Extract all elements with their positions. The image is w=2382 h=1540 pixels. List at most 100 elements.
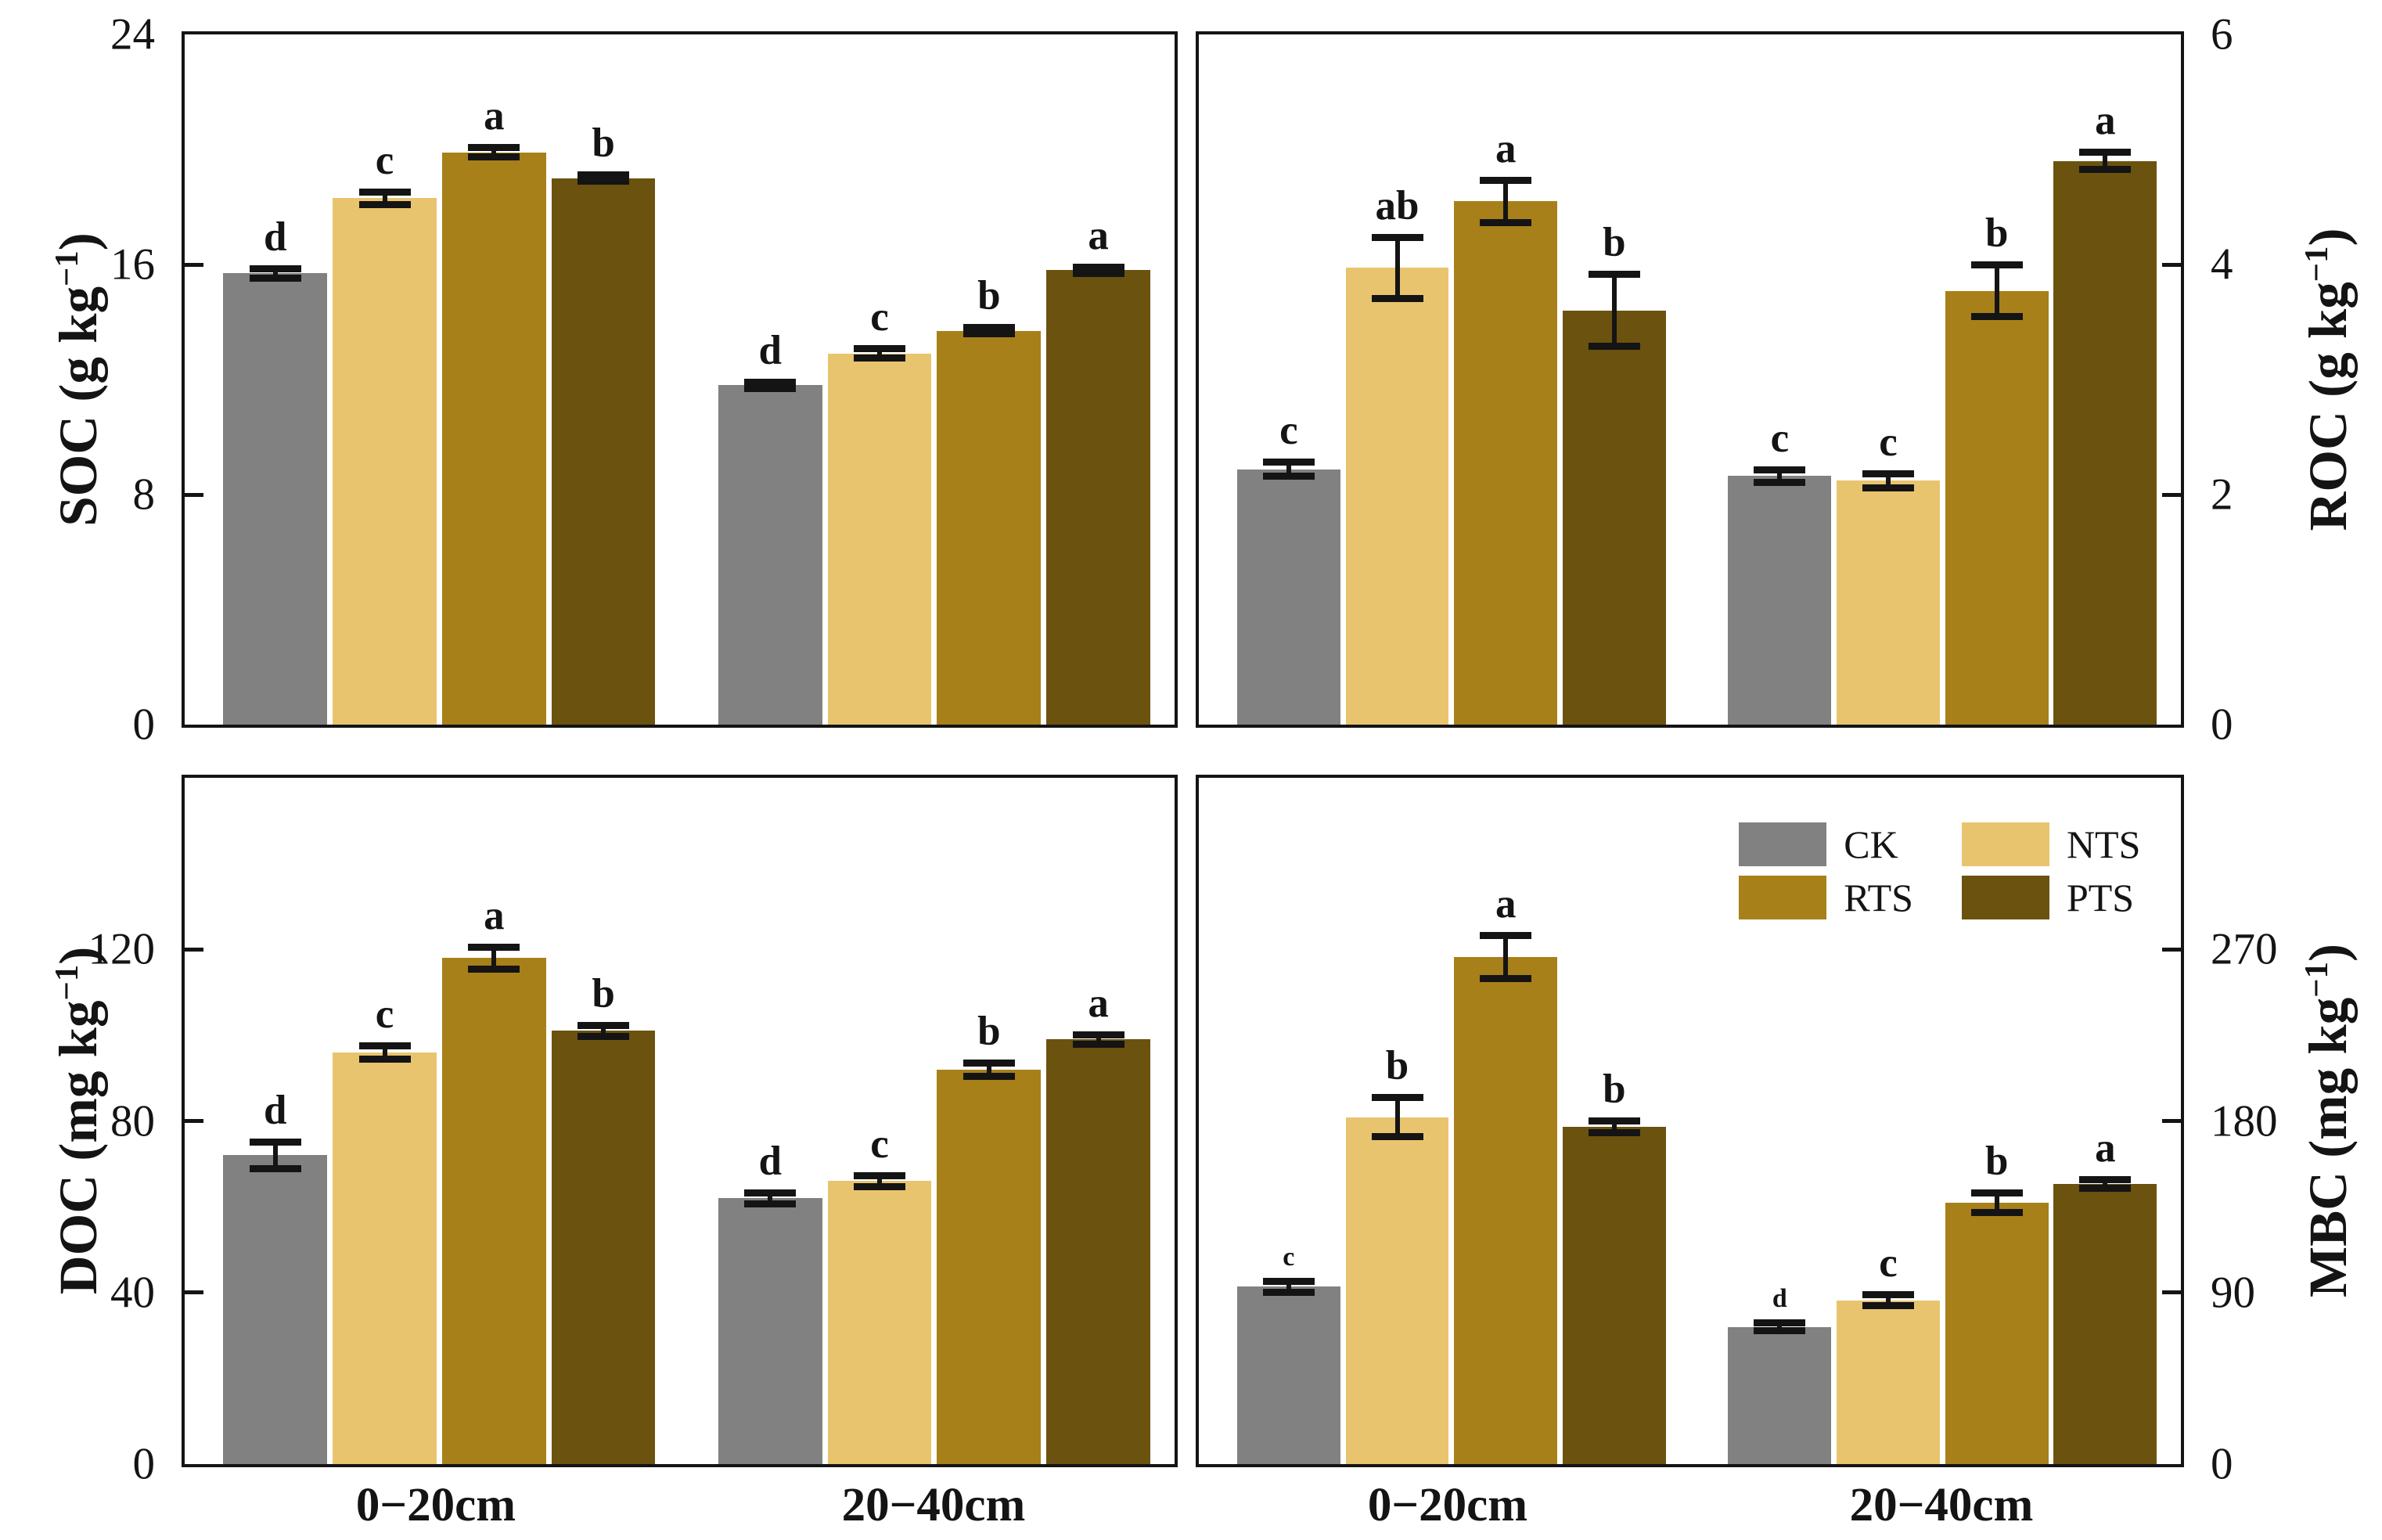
error-bar-cap-top	[358, 189, 411, 196]
y-tick-mark	[2162, 947, 2181, 952]
y-tick-label: 120	[88, 924, 156, 974]
error-bar-cap-bottom	[963, 1072, 1015, 1080]
y-tick-label: 180	[2211, 1096, 2278, 1146]
error-bar-cap-top	[854, 1171, 906, 1179]
significance-letter: b	[1385, 1043, 1409, 1089]
significance-letter: b	[1984, 210, 2009, 257]
y-tick-mark	[185, 1290, 203, 1295]
plot-doc: 0 40 80 120 d d c c a b b a	[88, 778, 1175, 1487]
error-bar-cap-bottom	[854, 354, 906, 362]
bar-rts-0−20cm	[441, 958, 546, 1464]
legend-item-nts: NTS	[1961, 822, 2140, 866]
error-bar-stem	[382, 192, 387, 204]
mbc-xlabel-20-40: 20−40cm	[1849, 1479, 2034, 1531]
error-bar-cap-bottom	[249, 1164, 301, 1172]
error-bar-stem	[1394, 238, 1400, 298]
error-bar-cap-bottom	[249, 274, 301, 282]
y-tick-mark	[2162, 262, 2181, 267]
y-tick-label: 16	[110, 239, 155, 290]
error-bar-cap-top	[249, 264, 301, 272]
error-bar-stem	[877, 1175, 883, 1186]
legend-label-pts: PTS	[2066, 876, 2135, 919]
error-bar-cap-bottom	[1262, 473, 1315, 480]
error-bar-stem	[1777, 1322, 1783, 1331]
error-bar-stem	[1886, 473, 1891, 488]
error-bar-cap-top	[744, 378, 797, 386]
error-bar-stem	[1394, 1098, 1400, 1136]
y-tick-label: 80	[110, 1096, 155, 1146]
significance-letter: a	[1495, 881, 1517, 927]
significance-letter: d	[263, 1087, 287, 1133]
error-bar-stem	[877, 349, 883, 358]
bar-pts-0−20cm	[551, 178, 656, 725]
bar-pts-0−20cm	[1562, 1126, 1666, 1464]
error-bar-stem	[1503, 180, 1509, 222]
error-bar-stem	[601, 1025, 606, 1036]
error-bar-cap-top	[468, 943, 520, 951]
error-bar-cap-bottom	[1262, 1288, 1315, 1296]
error-bar-cap-bottom	[2079, 166, 2132, 173]
error-bar-cap-bottom	[1970, 1209, 2023, 1217]
y-tick-label: 90	[2211, 1268, 2255, 1318]
significance-letter: c	[1279, 407, 1298, 453]
bar-rts-20−40cm	[1945, 1203, 2049, 1464]
legend-swatch-pts	[1961, 876, 2049, 919]
error-bar-cap-bottom	[1480, 218, 1532, 226]
bar-ck-0−20cm	[1236, 1286, 1340, 1464]
error-bar-stem	[1777, 470, 1783, 482]
error-bar-stem	[1503, 936, 1509, 978]
significance-letter: b	[592, 121, 615, 167]
panel-doc: 0 40 80 120 d d c c a b b a	[88, 775, 1178, 1487]
significance-letter: c	[375, 991, 394, 1037]
significance-letter: c	[1879, 1240, 1898, 1286]
error-bar-cap-bottom	[1072, 270, 1124, 278]
error-bar-cap-bottom	[1072, 1040, 1124, 1048]
error-bar-cap-top	[468, 144, 520, 152]
error-bar-cap-top	[1862, 1291, 1914, 1299]
error-bar-stem	[272, 268, 278, 278]
y-tick-label: 270	[2211, 924, 2278, 974]
error-bar-cap-top	[1862, 470, 1914, 477]
panel-roc: 0 2 4 6 c c ab c a b b a	[1196, 13, 2233, 747]
error-bar-stem	[1994, 1193, 1999, 1213]
bar-rts-20−40cm	[937, 1069, 1042, 1464]
bar-nts-0−20cm	[1345, 268, 1449, 725]
doc-axis-title: DOC (mg kg−1)	[49, 946, 108, 1295]
bar-pts-20−40cm	[2053, 1183, 2157, 1464]
error-bar-cap-bottom	[1588, 1129, 1640, 1137]
panel-soc: 0 8 16 24 d d c c a b b a	[110, 13, 1178, 747]
doc-xlabel-20-40: 20−40cm	[841, 1479, 1026, 1531]
error-bar-cap-top	[2079, 149, 2132, 157]
significance-letter: c	[1770, 416, 1790, 462]
significance-letter: a	[2095, 1125, 2116, 1171]
error-bar-stem	[491, 148, 497, 157]
roc-axis-title: ROC (g kg−1)	[2298, 228, 2358, 531]
error-bar-cap-bottom	[1371, 1133, 1423, 1140]
significance-letter: a	[1088, 212, 1109, 258]
y-tick-mark	[2162, 492, 2181, 497]
y-tick-label: 2	[2211, 470, 2233, 520]
bar-ck-20−40cm	[718, 1198, 822, 1464]
y-tick-label: 24	[110, 9, 155, 59]
y-tick-mark	[2162, 1119, 2181, 1123]
error-bar-cap-bottom	[1371, 294, 1423, 302]
error-bar-stem	[1286, 462, 1291, 477]
bar-ck-0−20cm	[1236, 469, 1340, 725]
error-bar-stem	[2103, 1180, 2108, 1188]
error-bar-cap-top	[1588, 1117, 1640, 1124]
y-tick-label: 4	[2211, 239, 2233, 290]
error-bar-cap-bottom	[1754, 1327, 1806, 1335]
significance-letter: d	[263, 214, 287, 260]
y-tick-label: 8	[132, 470, 156, 520]
bar-pts-20−40cm	[1046, 270, 1150, 725]
significance-letter: d	[758, 1138, 782, 1184]
significance-letter: a	[484, 93, 505, 139]
legend-label-ck: CK	[1844, 822, 1898, 866]
error-bar-stem	[1994, 265, 1999, 317]
bar-nts-20−40cm	[1837, 480, 1940, 725]
legend-item-pts: PTS	[1961, 876, 2140, 919]
bar-ck-0−20cm	[223, 1155, 328, 1464]
bar-nts-0−20cm	[333, 1052, 437, 1464]
bar-rts-0−20cm	[441, 152, 546, 725]
error-bar-cap-top	[249, 1138, 301, 1146]
